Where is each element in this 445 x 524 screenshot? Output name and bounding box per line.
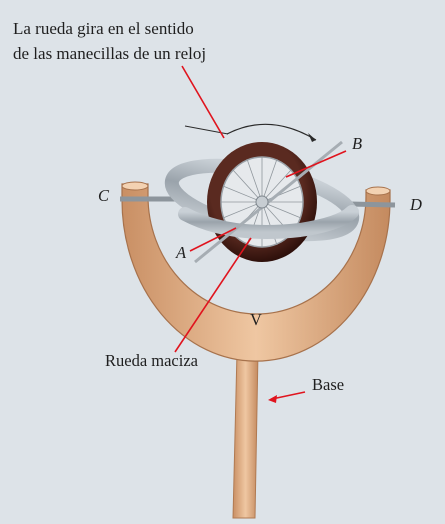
caption-line-2: de las manecillas de un reloj — [13, 44, 207, 63]
caption: La rueda gira en el sentido de las manec… — [13, 16, 206, 66]
axle-right — [349, 201, 396, 208]
label-c: C — [98, 186, 110, 205]
label-b: B — [352, 134, 363, 153]
label-v: V — [250, 310, 262, 329]
base-pointer — [271, 391, 306, 400]
label-d: D — [410, 195, 422, 214]
caption-line-1: La rueda gira en el sentido — [13, 19, 194, 38]
label-a: A — [176, 243, 187, 262]
frame-top-left — [121, 181, 149, 191]
rotation-arrowhead — [308, 133, 316, 142]
pointer-lines — [174, 65, 347, 353]
gimbal-ring-front — [178, 205, 359, 239]
rotation-arrow — [226, 123, 317, 141]
label-solid-wheel: Rueda maciza — [105, 351, 198, 370]
base-post — [232, 351, 259, 519]
base-arrowhead — [268, 395, 277, 403]
wheel-hub — [255, 195, 269, 209]
label-base: Base — [312, 375, 345, 394]
frame-top-right — [365, 186, 391, 196]
